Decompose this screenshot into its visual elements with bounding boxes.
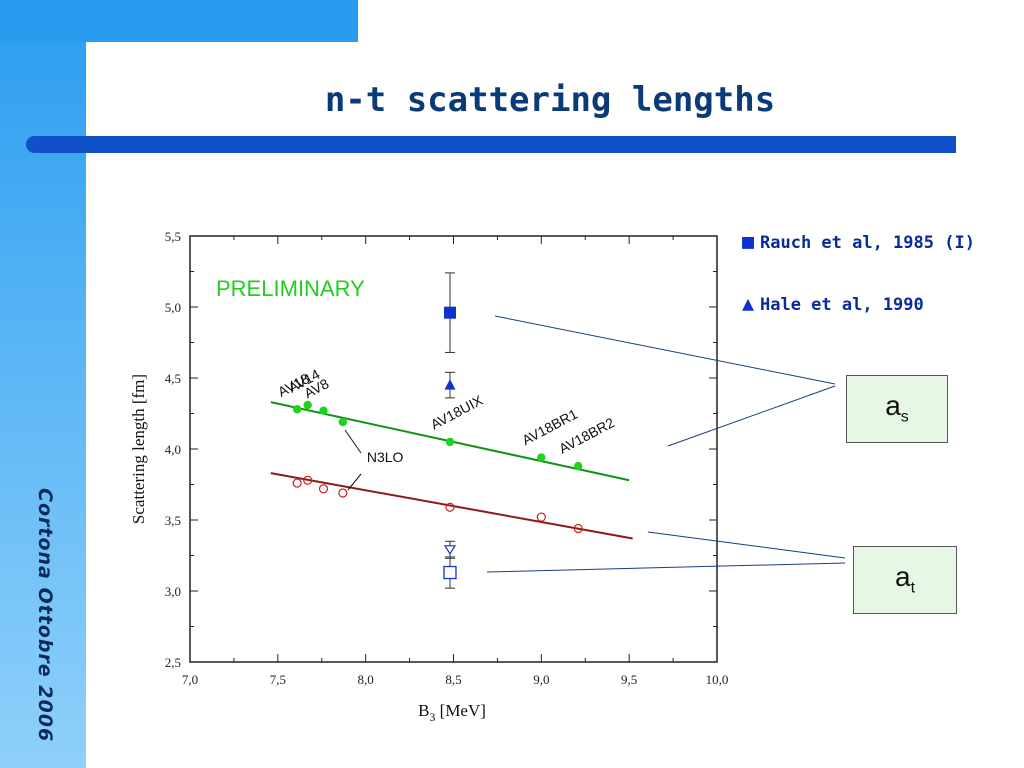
as-label-main: a	[885, 390, 901, 421]
at-label-box: at	[853, 546, 957, 614]
point-marker	[573, 523, 583, 534]
x-axis-label-sub: 3	[429, 710, 435, 724]
vertical-note: Cortona Ottobre 2006	[34, 488, 56, 743]
point-marker	[292, 405, 302, 414]
point-marker	[338, 417, 348, 427]
point-marker	[303, 400, 312, 410]
n3lo-leader	[344, 429, 362, 454]
point-marker	[292, 478, 302, 488]
point-marker	[338, 488, 348, 498]
point-marker	[443, 565, 457, 580]
legend-label-rauch: Rauch et al, 1985 (I)	[760, 233, 975, 253]
x-tick-label: 10,0	[706, 672, 729, 687]
as-connector-1	[494, 315, 836, 385]
at-connector-2	[486, 562, 846, 573]
legend-label-hale: Hale et al, 1990	[760, 295, 924, 315]
point-marker	[443, 545, 457, 555]
as-label-box: as	[846, 375, 948, 443]
x-axis-label-main: B	[418, 701, 429, 720]
x-tick-label: 8,0	[358, 672, 374, 687]
x-tick-label: 9,5	[621, 672, 637, 687]
y-tick-label: 5,0	[165, 300, 181, 315]
at-label-sub: t	[910, 579, 916, 597]
legend-item-rauch: ■ Rauch et al, 1985 (I)	[742, 229, 975, 253]
title-rule	[26, 136, 956, 153]
point-marker	[443, 306, 456, 319]
at-connector-1	[647, 531, 846, 559]
point-marker	[319, 406, 328, 415]
point-label: N3LO	[367, 449, 404, 465]
fit-line-a_t	[270, 472, 633, 540]
point-marker	[536, 512, 546, 522]
x-axis-label: B3 [MeV]	[418, 701, 486, 724]
point-marker	[445, 502, 455, 512]
x-tick-label: 8,5	[445, 672, 461, 687]
as-connector-2	[667, 385, 836, 447]
point-marker	[444, 379, 456, 390]
x-tick-label: 7,0	[182, 672, 198, 687]
at-label-main: a	[894, 561, 911, 592]
legend-item-hale: ▲ Hale et al, 1990	[742, 291, 924, 315]
square-icon: ■	[742, 229, 755, 253]
point-marker	[537, 453, 546, 462]
y-tick-label: 5,5	[165, 229, 181, 244]
x-tick-label: 7,5	[270, 672, 286, 687]
y-tick-label: 3,5	[165, 513, 181, 528]
x-tick-label: 9,0	[533, 672, 549, 687]
y-tick-label: 3,0	[165, 584, 181, 599]
triangle-icon: ▲	[742, 291, 755, 315]
y-tick-label: 2,5	[165, 655, 181, 670]
y-axis-label: Scattering length [fm]	[129, 374, 148, 524]
point-marker	[303, 475, 313, 485]
side-bar	[0, 0, 86, 768]
point-marker	[574, 461, 583, 471]
point-marker	[318, 484, 329, 494]
x-axis-label-rest: [MeV]	[435, 701, 486, 720]
point-marker	[445, 437, 455, 447]
n3lo-leader-lower	[347, 473, 362, 491]
y-tick-label: 4,0	[165, 442, 181, 457]
as-label-sub: s	[900, 408, 909, 426]
preliminary-annotation: PRELIMINARY	[216, 276, 365, 301]
point-label: AV18UIX	[428, 392, 486, 433]
top-band	[0, 0, 358, 42]
y-tick-label: 4,5	[165, 371, 181, 386]
slide-title: n-t scattering lengths	[324, 80, 776, 120]
